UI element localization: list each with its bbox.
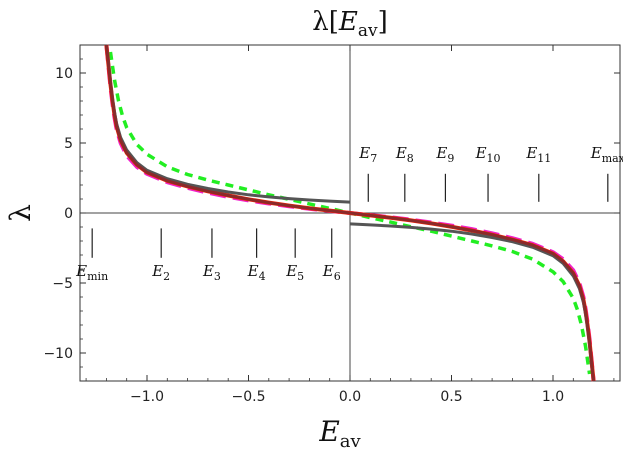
energy-marker-subscript: 6 bbox=[334, 270, 341, 283]
y-tick-label: 0 bbox=[64, 206, 73, 222]
energy-marker-main: E bbox=[247, 262, 259, 280]
y-axis-label: λ bbox=[4, 204, 37, 222]
energy-marker-subscript: 8 bbox=[407, 152, 414, 165]
energy-marker-subscript: 2 bbox=[163, 270, 170, 283]
x-axis-label-main: E bbox=[318, 415, 339, 448]
x-axis-label: Eav bbox=[318, 415, 361, 452]
energy-marker-subscript: max bbox=[602, 152, 623, 165]
x-tick-label: −1.0 bbox=[130, 389, 164, 405]
energy-marker-subscript: 3 bbox=[214, 270, 221, 283]
series-layer bbox=[104, 44, 596, 382]
energy-marker-main: E bbox=[75, 262, 87, 280]
x-tick-label: 0.5 bbox=[440, 389, 462, 405]
energy-marker-subscript: 9 bbox=[447, 152, 454, 165]
energy-marker-subscript: 10 bbox=[487, 152, 501, 165]
energy-marker-subscript: 5 bbox=[297, 270, 304, 283]
y-tick-label: −5 bbox=[52, 276, 73, 292]
title-open-bracket: [ bbox=[329, 7, 339, 37]
energy-marker-label: E10 bbox=[475, 144, 501, 165]
energy-marker-label: E5 bbox=[285, 262, 304, 283]
series-line-6 bbox=[104, 44, 596, 382]
y-tick-label: −10 bbox=[43, 346, 73, 362]
title-e: E bbox=[338, 7, 358, 37]
series-line-5 bbox=[349, 222, 596, 382]
energy-marker-main: E bbox=[590, 144, 602, 162]
series-line-4 bbox=[104, 44, 351, 204]
energy-marker-label: E6 bbox=[322, 262, 341, 283]
x-tick-label: −0.5 bbox=[231, 389, 265, 405]
energy-marker-label: Emax bbox=[590, 144, 623, 165]
energy-marker-main: E bbox=[395, 144, 407, 162]
energy-marker-label: E11 bbox=[525, 144, 551, 165]
title-close-bracket: ] bbox=[378, 7, 388, 37]
x-tick-label: 0.0 bbox=[339, 389, 361, 405]
energy-marker-subscript: 7 bbox=[370, 152, 377, 165]
title-lambda: λ bbox=[312, 7, 328, 37]
energy-marker-main: E bbox=[322, 262, 334, 280]
energy-marker-label: E4 bbox=[247, 262, 266, 283]
energy-marker-main: E bbox=[202, 262, 214, 280]
energy-marker-label: E9 bbox=[435, 144, 454, 165]
chart-title: λ[Eav] bbox=[312, 7, 388, 41]
energy-marker-label: E2 bbox=[151, 262, 170, 283]
energy-marker-label: E8 bbox=[395, 144, 414, 165]
title-subscript: av bbox=[358, 21, 378, 41]
energy-marker-main: E bbox=[358, 144, 370, 162]
energy-marker-label: E3 bbox=[202, 262, 221, 283]
energy-marker-label: Emin bbox=[75, 262, 108, 283]
energy-marker-label: E7 bbox=[358, 144, 377, 165]
energy-marker-main: E bbox=[285, 262, 297, 280]
energy-marker-main: E bbox=[475, 144, 487, 162]
energy-marker-subscript: 4 bbox=[259, 270, 266, 283]
energy-marker-main: E bbox=[151, 262, 163, 280]
energy-marker-main: E bbox=[435, 144, 447, 162]
x-axis-label-subscript: av bbox=[340, 431, 362, 452]
energy-marker-subscript: 11 bbox=[537, 152, 551, 165]
energy-marker-main: E bbox=[525, 144, 537, 162]
ticks-layer: −1.0 −0.5 0.0 0.5 1.0 −10 −5 0 5 10 bbox=[43, 44, 620, 405]
energy-marker-subscript: min bbox=[87, 270, 108, 283]
y-tick-label: 10 bbox=[55, 66, 73, 82]
y-tick-label: 5 bbox=[64, 136, 73, 152]
x-tick-label: 1.0 bbox=[542, 389, 564, 405]
